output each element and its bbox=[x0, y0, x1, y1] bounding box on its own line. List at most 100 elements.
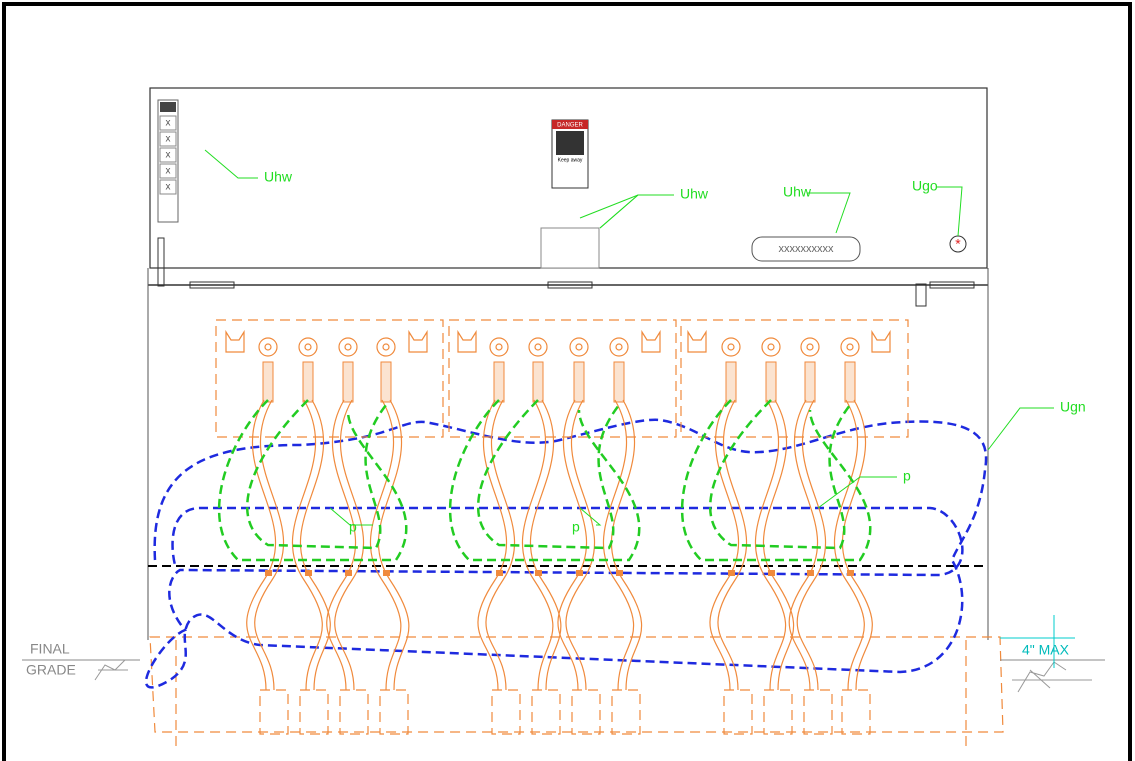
connector bbox=[265, 570, 272, 576]
connector bbox=[383, 570, 390, 576]
mark-text: x bbox=[166, 150, 171, 161]
crimp bbox=[533, 362, 543, 402]
leader bbox=[600, 195, 638, 228]
callout: Ugn bbox=[1060, 399, 1086, 415]
lug-bolt bbox=[496, 344, 502, 350]
base-box bbox=[612, 690, 640, 734]
leader bbox=[807, 193, 850, 233]
lug bbox=[259, 338, 277, 356]
lug-bolt bbox=[383, 344, 389, 350]
bracket bbox=[642, 332, 660, 352]
connector bbox=[728, 570, 735, 576]
crimp bbox=[766, 362, 776, 402]
latch bbox=[916, 284, 926, 306]
sign-title: DANGER bbox=[557, 123, 583, 129]
bracket bbox=[226, 332, 244, 352]
grade-label: GRADE bbox=[26, 662, 76, 678]
hatch bbox=[95, 660, 1092, 692]
base-box bbox=[340, 690, 368, 734]
callout: p bbox=[903, 468, 911, 484]
lug-bolt bbox=[345, 344, 351, 350]
cable bbox=[558, 400, 587, 690]
connector bbox=[616, 570, 623, 576]
lug bbox=[490, 338, 508, 356]
lug-bolt bbox=[265, 344, 271, 350]
leader bbox=[988, 408, 1054, 450]
lug bbox=[299, 338, 317, 356]
callout: Ugo bbox=[912, 178, 938, 194]
cable bbox=[566, 400, 595, 690]
grade-label: FINAL bbox=[30, 641, 70, 657]
cable bbox=[834, 400, 864, 690]
lug bbox=[377, 338, 395, 356]
mark-header bbox=[160, 102, 176, 112]
bracket bbox=[872, 332, 890, 352]
crimp bbox=[805, 362, 815, 402]
mark-text: x bbox=[166, 182, 171, 193]
connector bbox=[576, 570, 583, 576]
callout: Uhw bbox=[783, 184, 812, 200]
connector bbox=[305, 570, 312, 576]
lug-bolt bbox=[728, 344, 734, 350]
crimp bbox=[614, 362, 624, 402]
lug bbox=[762, 338, 780, 356]
crimp bbox=[574, 362, 584, 402]
lug-bolt bbox=[305, 344, 311, 350]
plate bbox=[541, 228, 599, 268]
sign-icon bbox=[556, 131, 584, 155]
connector bbox=[768, 570, 775, 576]
bracket bbox=[688, 332, 706, 352]
callout: Uhw bbox=[264, 169, 293, 185]
callout: p bbox=[349, 519, 357, 535]
bracket bbox=[458, 332, 476, 352]
base-box bbox=[260, 690, 288, 734]
mark-text: x bbox=[166, 118, 171, 129]
lug bbox=[801, 338, 819, 356]
latch bbox=[158, 238, 164, 286]
leader bbox=[580, 195, 638, 218]
drawing: DANGER Keep away xxxxxxxxxx * FINAL GRAD… bbox=[0, 0, 1135, 761]
lug-box bbox=[681, 320, 908, 437]
callout: p bbox=[572, 519, 580, 535]
ground-mark: * bbox=[955, 236, 961, 252]
connector bbox=[496, 570, 503, 576]
base-box bbox=[804, 690, 832, 734]
leader bbox=[600, 195, 674, 228]
lug bbox=[841, 338, 859, 356]
base-outline bbox=[150, 637, 1003, 732]
connector bbox=[847, 570, 854, 576]
lug bbox=[722, 338, 740, 356]
lug-bolt bbox=[616, 344, 622, 350]
mark-text: x bbox=[166, 166, 171, 177]
base-box bbox=[300, 690, 328, 734]
connector bbox=[807, 570, 814, 576]
bracket bbox=[409, 332, 427, 352]
crimp bbox=[726, 362, 736, 402]
leader bbox=[936, 187, 962, 236]
base-box bbox=[724, 690, 752, 734]
crimp bbox=[845, 362, 855, 402]
mark-text: x bbox=[166, 134, 171, 145]
base-box bbox=[380, 690, 408, 734]
lug bbox=[529, 338, 547, 356]
lug bbox=[339, 338, 357, 356]
cable bbox=[370, 400, 400, 690]
crimp bbox=[303, 362, 313, 402]
base-box bbox=[572, 690, 600, 734]
lug-bolt bbox=[576, 344, 582, 350]
lug bbox=[610, 338, 628, 356]
sign-text: Keep away bbox=[558, 157, 583, 163]
base-box bbox=[532, 690, 560, 734]
callout: Uhw bbox=[680, 186, 709, 202]
crimp bbox=[343, 362, 353, 402]
bond-wire bbox=[450, 400, 639, 560]
connector bbox=[345, 570, 352, 576]
cable bbox=[335, 400, 364, 690]
lug-bolt bbox=[535, 344, 541, 350]
leader bbox=[580, 508, 600, 525]
lug bbox=[570, 338, 588, 356]
leader bbox=[205, 150, 258, 178]
frame bbox=[4, 4, 1130, 761]
base-box bbox=[492, 690, 520, 734]
crimp bbox=[494, 362, 504, 402]
